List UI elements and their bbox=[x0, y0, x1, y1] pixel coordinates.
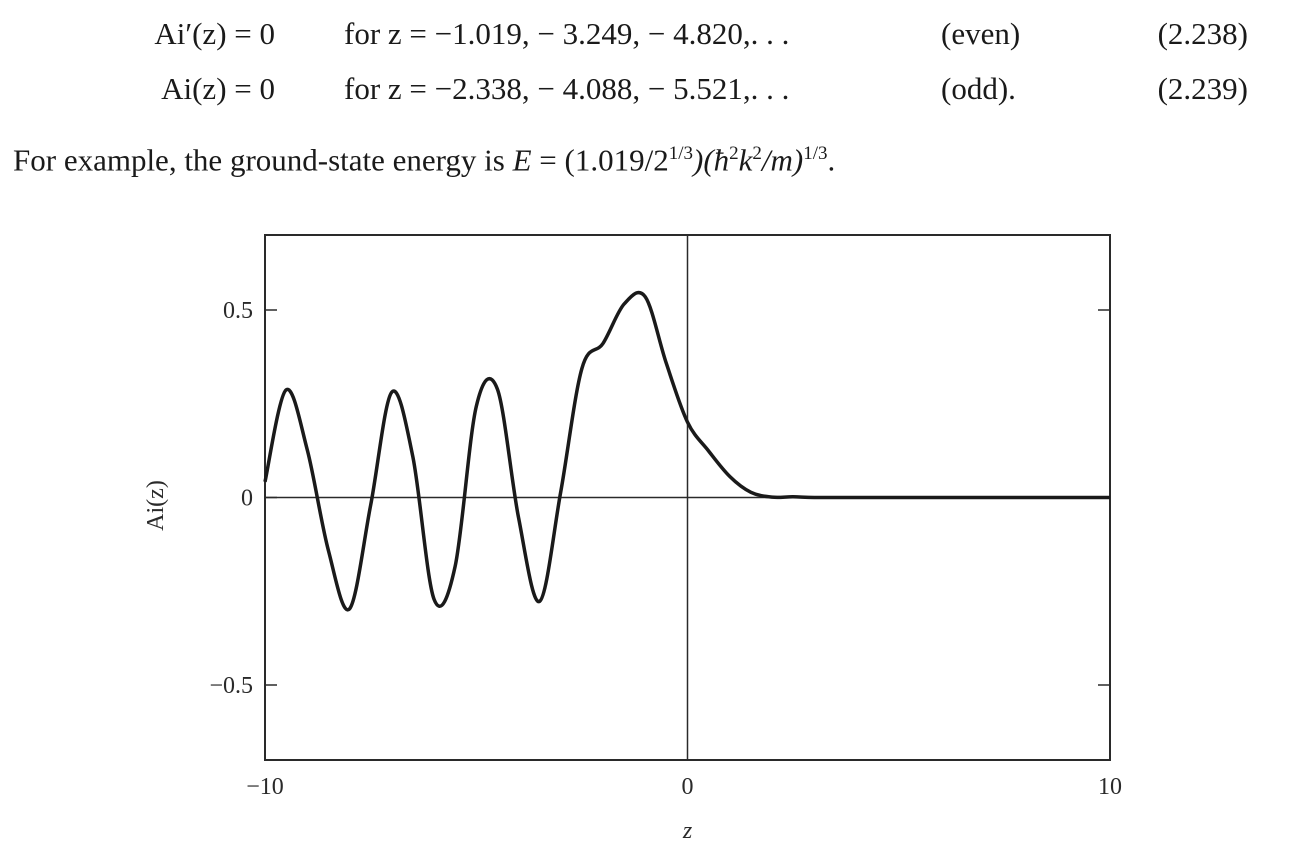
formula-exponent: 1/3 bbox=[803, 143, 828, 164]
equation-row-2-238: Ai′(z) = 0 for z = −1.019, − 3.249, − 4.… bbox=[0, 14, 1291, 54]
equation-condition: for z = −1.019, − 3.249, − 4.820,. . . bbox=[344, 16, 790, 51]
paragraph-text: For example, the ground-state energy is bbox=[13, 142, 513, 178]
y-tick-label: −0.5 bbox=[209, 673, 253, 699]
formula-k: k bbox=[738, 142, 753, 178]
airy-curve bbox=[263, 290, 1110, 612]
body-paragraph: For example, the ground-state energy is … bbox=[13, 134, 835, 180]
formula-exponent: 2 bbox=[752, 143, 762, 164]
y-tick-label: 0 bbox=[241, 486, 253, 512]
energy-formula-part: = (1.019/2 bbox=[531, 142, 669, 178]
equation-parity: (even) bbox=[941, 16, 1021, 51]
equation-row-2-239: Ai(z) = 0 for z = −2.338, − 4.088, − 5.5… bbox=[0, 69, 1291, 109]
equation-parity: (odd). bbox=[941, 71, 1016, 106]
formula-m: /m) bbox=[761, 142, 804, 178]
x-axis-label: z bbox=[682, 818, 693, 844]
y-axis-label: Ai(z) bbox=[143, 480, 169, 531]
formula-hbar: )(ħ bbox=[693, 142, 730, 178]
formula-period: . bbox=[827, 142, 836, 178]
equation-lhs: Ai(z) = 0 bbox=[161, 71, 275, 106]
equation-condition: for z = −2.338, − 4.088, − 5.521,. . . bbox=[344, 71, 790, 106]
x-tick-label: 0 bbox=[682, 774, 694, 800]
y-tick-label: 0.5 bbox=[223, 298, 253, 324]
equation-number: (2.239) bbox=[1157, 71, 1248, 106]
formula-exponent: 2 bbox=[729, 143, 739, 164]
formula-exponent: 1/3 bbox=[668, 143, 693, 164]
equation-lhs: Ai′(z) = 0 bbox=[154, 16, 275, 51]
x-tick-label: 10 bbox=[1098, 774, 1122, 800]
equation-number: (2.238) bbox=[1157, 16, 1248, 51]
x-tick-label: −10 bbox=[246, 774, 284, 800]
energy-symbol: E bbox=[512, 142, 532, 178]
